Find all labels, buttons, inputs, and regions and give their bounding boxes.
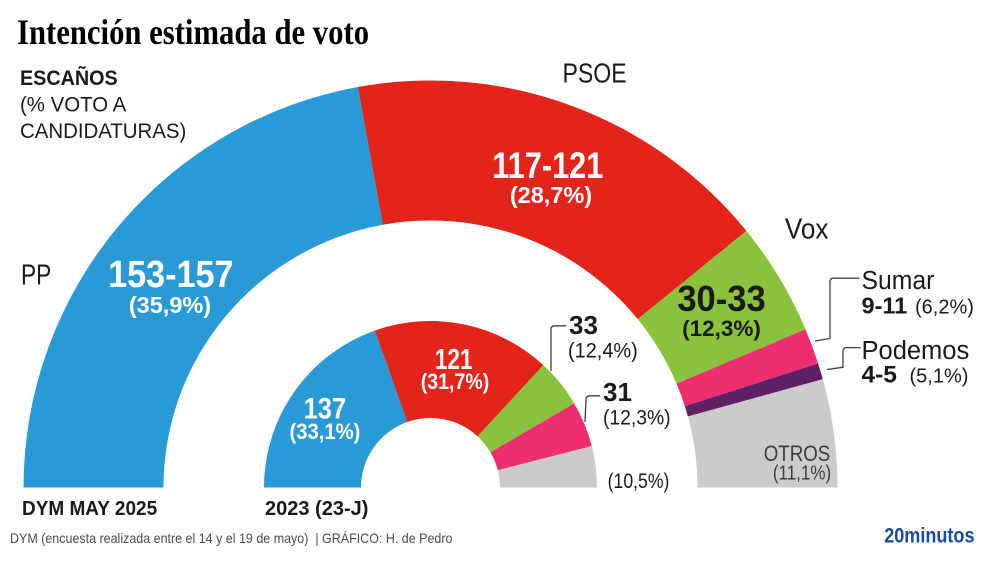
svg-text:117-121: 117-121: [492, 145, 603, 187]
svg-text:31: 31: [603, 377, 632, 407]
svg-text:CANDIDATURAS): CANDIDATURAS): [20, 120, 186, 144]
svg-text:9-11: 9-11: [862, 293, 908, 319]
svg-text:ESCAÑOS: ESCAÑOS: [20, 66, 118, 90]
svg-text:(12,3%): (12,3%): [603, 407, 671, 430]
svg-text:(12,3%): (12,3%): [682, 316, 761, 341]
svg-text:Sumar: Sumar: [862, 267, 935, 295]
svg-text:137: 137: [304, 392, 347, 425]
svg-text:(% VOTO A: (% VOTO A: [20, 93, 126, 117]
svg-text:PSOE: PSOE: [563, 59, 627, 89]
svg-text:OTROS: OTROS: [764, 443, 830, 467]
svg-text:153-157: 153-157: [108, 252, 233, 295]
svg-text:30-33: 30-33: [677, 279, 765, 319]
svg-text:Podemos: Podemos: [862, 337, 970, 365]
svg-text:(28,7%): (28,7%): [510, 182, 592, 208]
svg-text:4-5: 4-5: [862, 362, 897, 389]
svg-text:DYM MAY 2025: DYM MAY 2025: [22, 498, 157, 521]
svg-text:(33,1%): (33,1%): [289, 419, 360, 444]
svg-text:(11,1%): (11,1%): [773, 461, 831, 484]
svg-text:(6,2%): (6,2%): [915, 297, 974, 319]
svg-text:PP: PP: [21, 258, 51, 291]
svg-text:20minutos: 20minutos: [884, 524, 974, 548]
svg-text:(31,7%): (31,7%): [421, 370, 490, 395]
svg-text:Intención estimada de voto: Intención estimada de voto: [17, 13, 369, 53]
svg-text:121: 121: [435, 342, 473, 375]
svg-text:(35,9%): (35,9%): [129, 292, 211, 318]
svg-text:DYM (encuesta realizada entre: DYM (encuesta realizada entre el 14 y el…: [10, 531, 452, 547]
svg-text:2023 (23-J): 2023 (23-J): [265, 498, 368, 520]
svg-text:33: 33: [569, 310, 598, 340]
svg-text:(5,1%): (5,1%): [910, 366, 969, 388]
svg-text:(10,5%): (10,5%): [608, 469, 670, 493]
svg-text:Vox: Vox: [785, 212, 829, 245]
svg-text:(12,4%): (12,4%): [568, 339, 638, 363]
